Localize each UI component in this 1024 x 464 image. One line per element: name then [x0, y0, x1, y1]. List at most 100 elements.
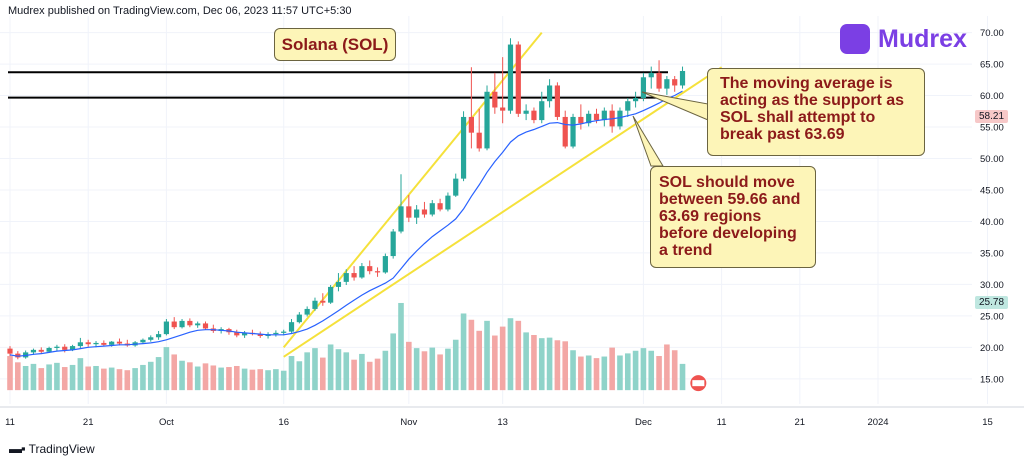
- candle-body: [562, 116, 568, 147]
- volume-bars: [7, 302, 707, 392]
- candle-body: [406, 206, 412, 218]
- x-tick-label: 21: [83, 417, 94, 428]
- candle-body: [374, 271, 381, 273]
- y-axis: 15.00 20.00 25.00 30.00 35.00 40.00 45.00 50.00…: [980, 28, 1004, 385]
- volume-bar: [85, 366, 91, 391]
- volume-bar: [312, 348, 318, 391]
- candle-body: [437, 203, 443, 210]
- candle-body: [554, 85, 560, 117]
- candle-body: [445, 195, 451, 210]
- candle-body: [109, 341, 115, 345]
- volume-bar: [437, 354, 443, 391]
- x-tick-label: 11: [5, 417, 15, 428]
- volume-bar: [171, 354, 178, 391]
- volume-bar: [578, 356, 584, 391]
- candle-body: [343, 273, 349, 282]
- x-tick-label: 15: [982, 417, 993, 428]
- candle-body: [335, 281, 342, 287]
- volume-bar: [343, 352, 350, 391]
- last-price-tag: 58.21: [975, 110, 1009, 123]
- candle-body: [30, 349, 37, 353]
- y-tick-label: 50.00: [980, 154, 1004, 165]
- volume-bar: [382, 350, 389, 391]
- x-axis[interactable]: 11 21 Oct 16 Nov 13 Dec 11 21 2024 15: [0, 406, 1024, 428]
- candle-body: [359, 266, 365, 278]
- candle-body: [15, 353, 21, 358]
- candle-body: [202, 323, 209, 329]
- y-tick-label: 60.00: [980, 91, 1004, 102]
- volume-bar: [15, 362, 21, 391]
- volume-bar: [93, 365, 99, 391]
- volume-bar: [609, 347, 615, 391]
- candle-body: [273, 332, 279, 335]
- candle-body: [101, 342, 107, 345]
- volume-bar: [30, 363, 37, 391]
- volume-bar: [140, 364, 146, 391]
- volume-bar: [640, 348, 647, 391]
- y-tick-label: 55.00: [980, 123, 1004, 134]
- candle-body: [617, 110, 623, 127]
- volume-bar: [46, 364, 52, 391]
- callout-range: SOL should move between 59.66 and 63.69 …: [650, 166, 816, 268]
- volume-bar: [304, 352, 310, 391]
- volume-bar: [194, 366, 201, 391]
- tradingview-footer[interactable]: ▬▪ TradingView: [9, 441, 95, 456]
- y-tick-label: 35.00: [980, 248, 1004, 259]
- candle-body: [296, 314, 302, 323]
- candle-body: [148, 337, 154, 340]
- volume-bar: [593, 358, 600, 391]
- volume-bar: [570, 350, 576, 391]
- callout-pointers: [632, 91, 709, 167]
- trendlines: [282, 31, 723, 358]
- candle-body: [38, 349, 44, 352]
- candle-body: [382, 256, 388, 273]
- y-tick-label: 45.00: [980, 185, 1004, 196]
- candle-body: [546, 85, 553, 102]
- volume-bar: [38, 368, 45, 391]
- volume-bar: [664, 344, 670, 391]
- volume-bar: [452, 339, 459, 391]
- mudrex-logo-icon: [840, 24, 870, 54]
- candle-body: [46, 347, 52, 352]
- candle-body: [155, 334, 162, 338]
- candle-body: [453, 178, 459, 196]
- volume-bar: [366, 361, 373, 391]
- volume-bar: [108, 367, 115, 391]
- volume-bar: [546, 337, 553, 391]
- volume-bar: [601, 356, 608, 391]
- callout-moving-average: The moving average is acting as the supp…: [707, 68, 925, 156]
- volume-bar: [492, 335, 498, 391]
- y-tick-label: 20.00: [980, 343, 1004, 354]
- volume-bar: [155, 357, 162, 391]
- volume-bar: [554, 340, 561, 391]
- volume-bar: [374, 358, 381, 391]
- tradingview-label: TradingView: [28, 441, 95, 456]
- x-tick-label: Nov: [400, 417, 417, 428]
- volume-bar: [54, 362, 60, 391]
- y-tick-label: 40.00: [980, 217, 1004, 228]
- volume-bar: [648, 350, 655, 391]
- candle-body: [500, 107, 506, 111]
- volume-bar: [632, 350, 639, 391]
- volume-bar: [179, 360, 185, 391]
- volume-bar: [249, 369, 256, 391]
- volume-bar: [61, 367, 68, 391]
- candle-body: [507, 44, 514, 111]
- volume-bar: [226, 367, 232, 391]
- moving-average: [9, 90, 683, 357]
- volume-bar: [116, 369, 123, 391]
- volume-bar: [398, 302, 404, 391]
- candle-body: [69, 346, 76, 350]
- candle-body: [163, 321, 169, 335]
- x-tick-label: 21: [795, 417, 806, 428]
- volume-bar: [241, 368, 248, 391]
- y-tick-label: 70.00: [980, 28, 1004, 39]
- volume-bar: [429, 347, 436, 391]
- volume-bar: [359, 353, 365, 391]
- x-tick-label: 11: [717, 417, 727, 428]
- candle-body: [242, 332, 248, 336]
- volume-bar: [327, 344, 334, 391]
- candle-body: [539, 101, 545, 121]
- channel-trendline: [283, 66, 723, 358]
- candle-body: [515, 44, 521, 114]
